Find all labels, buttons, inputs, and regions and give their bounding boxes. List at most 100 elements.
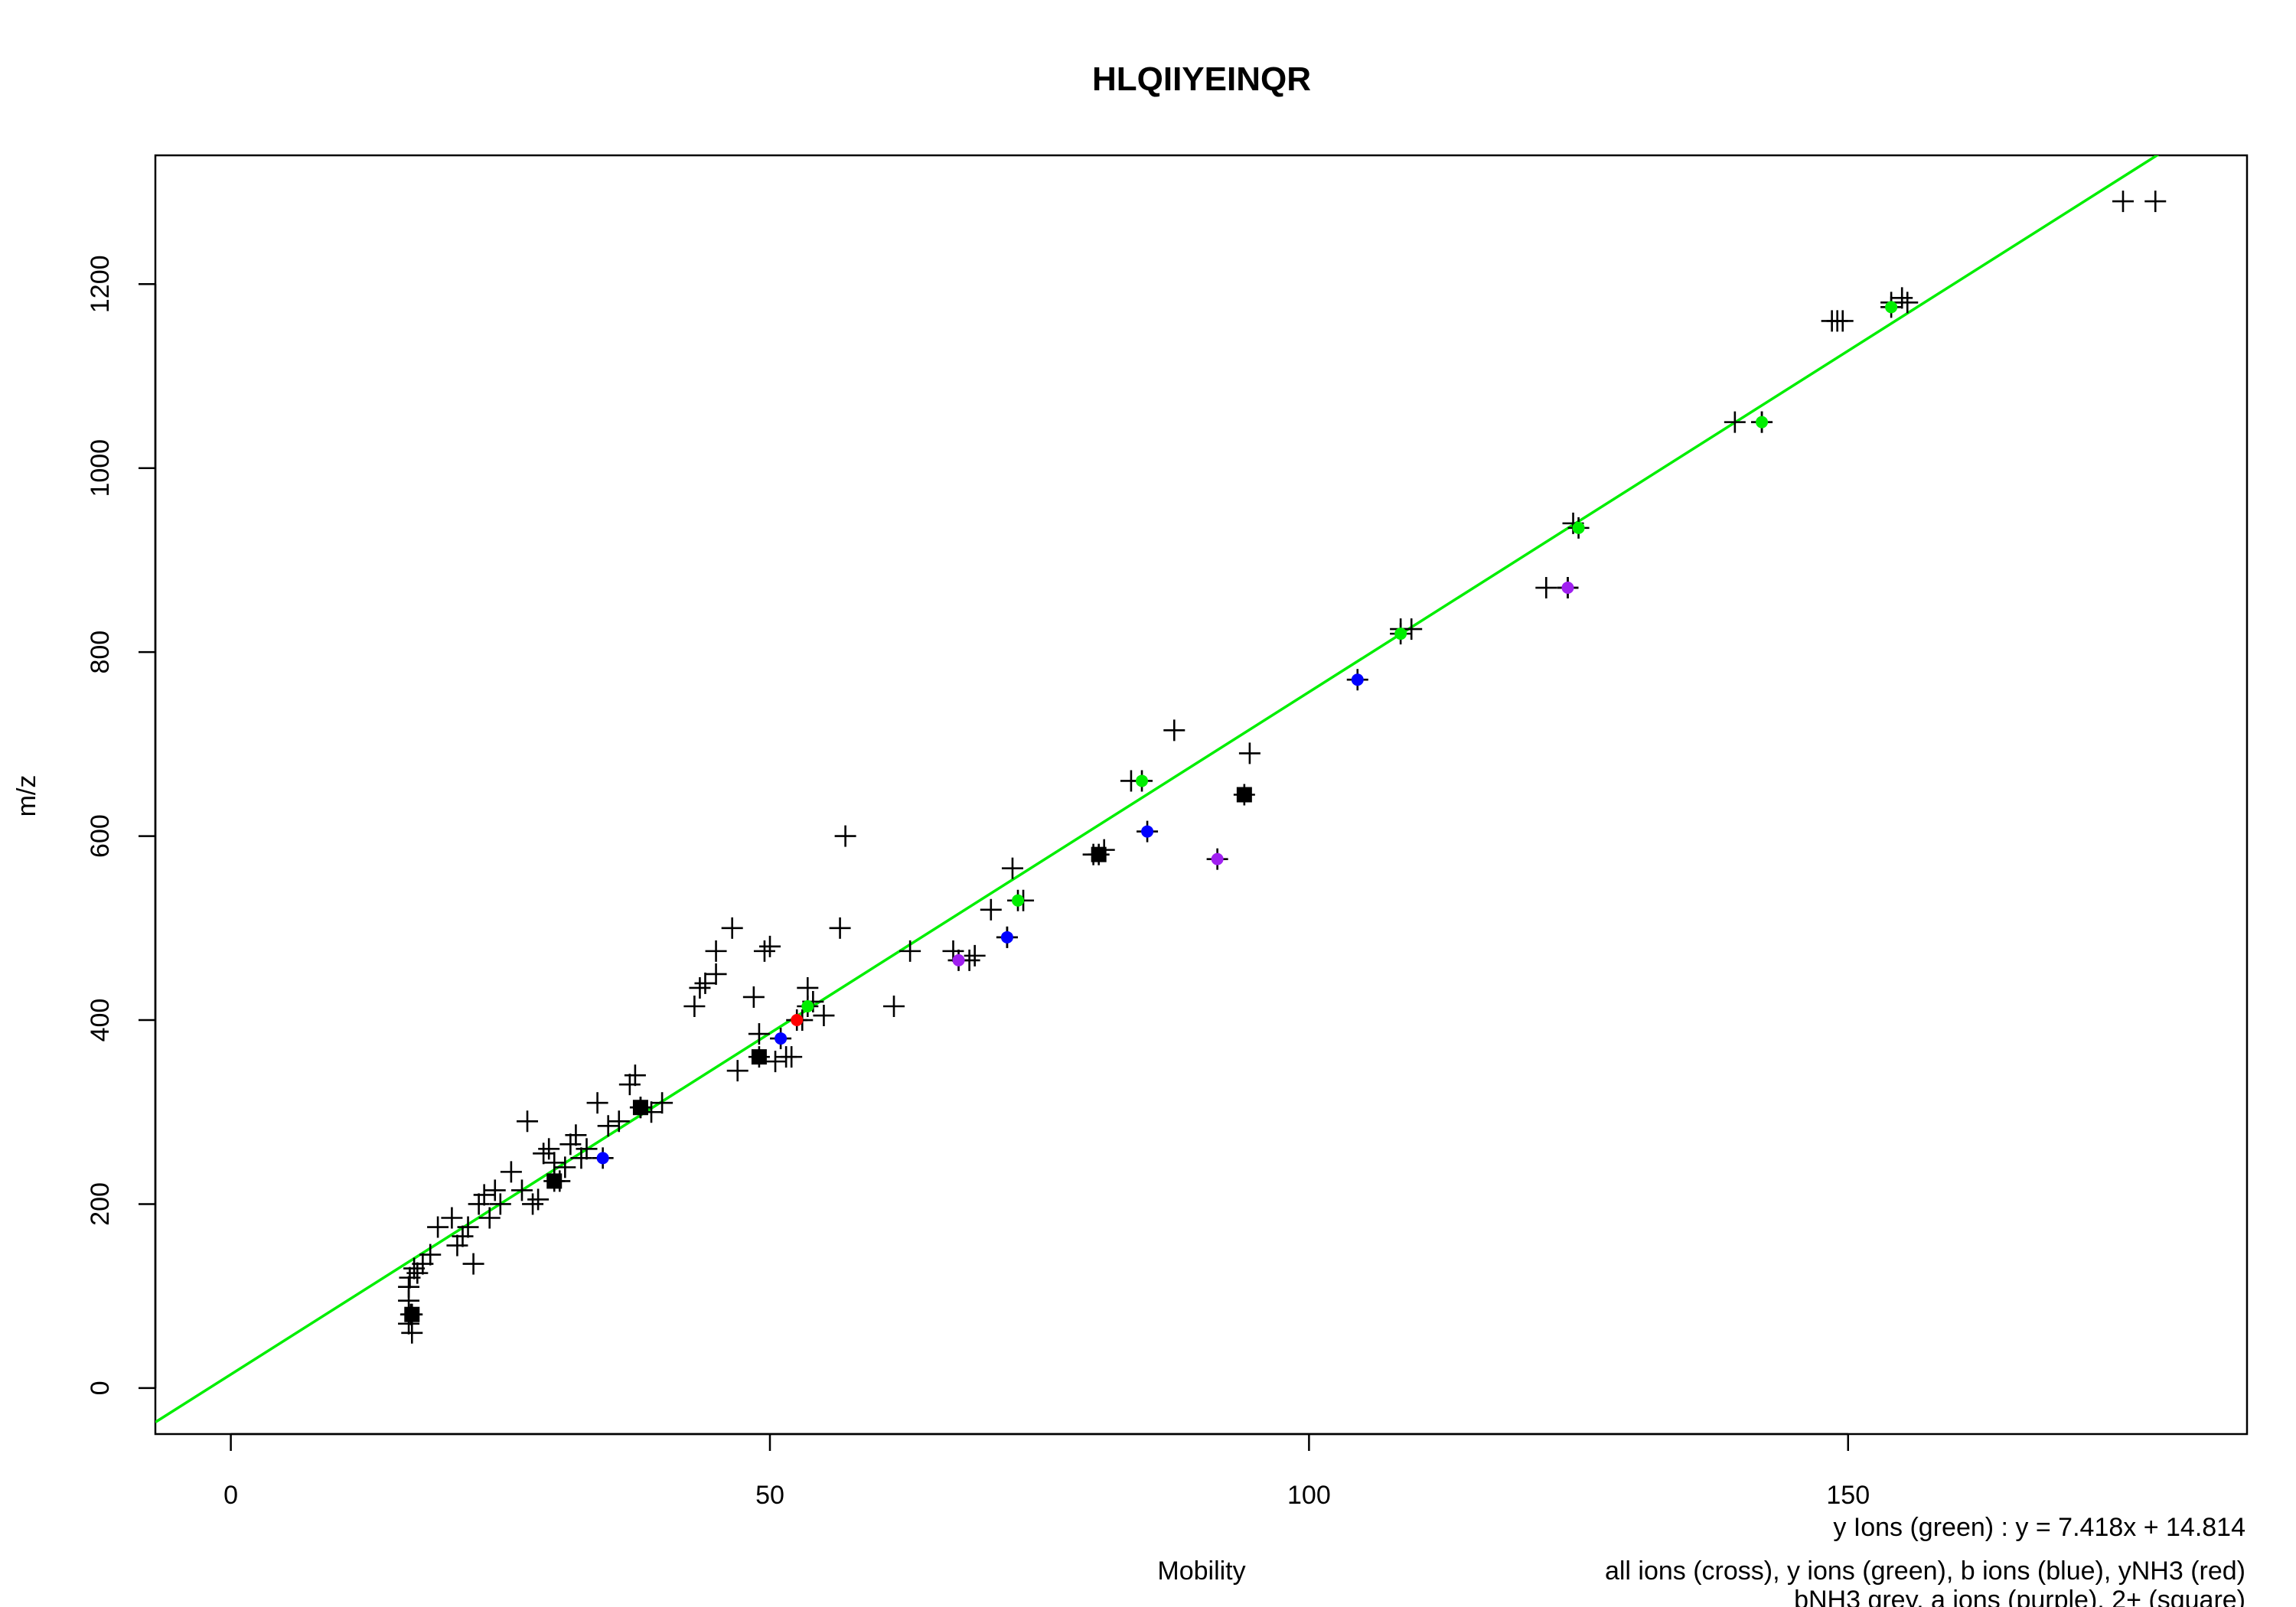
cross-point [570,1147,592,1169]
cross-point [527,1188,550,1211]
cross-point [758,935,781,957]
ion-dot [801,999,814,1012]
cross-point [748,1023,770,1045]
cross-point [576,1138,598,1160]
plot-frame [154,154,2249,1436]
y-tick-label: 200 [86,1182,115,1226]
cross-point [1163,719,1186,742]
x-axis-label: Mobility [1157,1556,1245,1586]
cross-point [468,1193,490,1215]
ion-dot [1141,825,1154,838]
cross-point [1238,742,1261,764]
cross-point [510,1179,533,1201]
cross-point [538,1138,560,1160]
chart-title: HLQIIYEINQR [1092,60,1311,98]
ion-dot [1000,931,1013,944]
x-axis: 0 50 100 150 [223,1433,1870,1510]
cross-point [1535,577,1557,599]
ion-dot [1211,852,1224,865]
cross-point [559,1133,582,1156]
y-axis: 0 200 400 600 800 1000 1200 [86,255,157,1395]
points-layer [398,191,2167,1344]
cross-point [565,1124,587,1146]
ion-dot [596,1152,609,1165]
cross-point [446,1234,468,1257]
y-tick-label: 0 [86,1380,115,1395]
cross-point [705,963,727,985]
cross-point [797,976,819,999]
cross-point [597,1115,619,1137]
cross-point [694,972,716,994]
cross-point [473,1184,495,1206]
x-tick-label: 50 [755,1481,784,1510]
doubly-charged-square [546,1173,563,1189]
cross-point [478,1207,501,1229]
cross-point [457,1216,479,1238]
cross-point [683,995,706,1017]
y-tick-label: 800 [86,631,115,674]
doubly-charged-square [751,1049,767,1065]
cross-point [781,1046,803,1068]
cross-point [489,1193,511,1215]
y-tick-label: 1000 [86,439,115,497]
fit-equation: y Ions (green) : y = 7.418x + 14.814 [1833,1513,2245,1542]
cross-point [1831,310,1854,332]
cross-point [406,1262,429,1284]
cross-point [721,917,743,939]
cross-point [484,1179,506,1201]
ion-dot [1012,894,1025,907]
ion-dot [1561,582,1574,595]
cross-point [1891,287,1913,309]
cross-point [726,1060,748,1082]
x-tick-label: 150 [1826,1481,1870,1510]
y-tick-label: 400 [86,999,115,1042]
fit-line [155,155,2160,1423]
cross-point [964,944,986,966]
cross-point [554,1156,576,1178]
doubly-charged-square [404,1306,420,1322]
cross-point [624,1064,646,1087]
cross-point [586,1092,608,1114]
doubly-charged-square [632,1100,648,1116]
cross-point [765,1051,787,1073]
cross-point [651,1092,673,1114]
cross-point [883,995,905,1017]
x-tick-label: 100 [1287,1481,1331,1510]
ion-dot [1394,627,1407,641]
cross-point [618,1074,641,1096]
cross-point [533,1143,555,1165]
ion-dot [1351,673,1364,686]
cross-point [419,1244,442,1266]
cross-point [522,1193,544,1215]
legend-line-1: all ions (cross), y ions (green), b ions… [1605,1556,2245,1586]
cross-point [401,1322,423,1344]
cross-point [543,1152,566,1174]
cross-point [517,1110,539,1133]
cross-point [813,1005,835,1027]
cross-point [2112,191,2134,213]
ion-dot [1136,774,1149,787]
doubly-charged-square [1236,787,1252,803]
cross-point [2144,191,2167,213]
cross-point [403,1257,426,1279]
cross-point [834,825,856,847]
ion-dot [1756,416,1769,429]
cross-point [462,1253,484,1275]
cross-point [608,1110,630,1133]
ion-dot [952,953,965,966]
cross-point [441,1207,463,1229]
y-tick-label: 600 [86,814,115,858]
doubly-charged-square [1091,846,1107,862]
ion-dot [1572,521,1585,534]
y-axis-label: m/z [12,775,41,817]
cross-point [1724,411,1746,433]
cross-point [899,940,921,962]
y-tick-label: 1200 [86,255,115,313]
cross-point [500,1161,522,1183]
cross-point [753,940,775,962]
ion-dot [775,1032,788,1045]
ion-dot [1885,301,1898,314]
cross-point [452,1225,474,1247]
cross-point [742,986,765,1008]
cross-point [705,940,727,962]
